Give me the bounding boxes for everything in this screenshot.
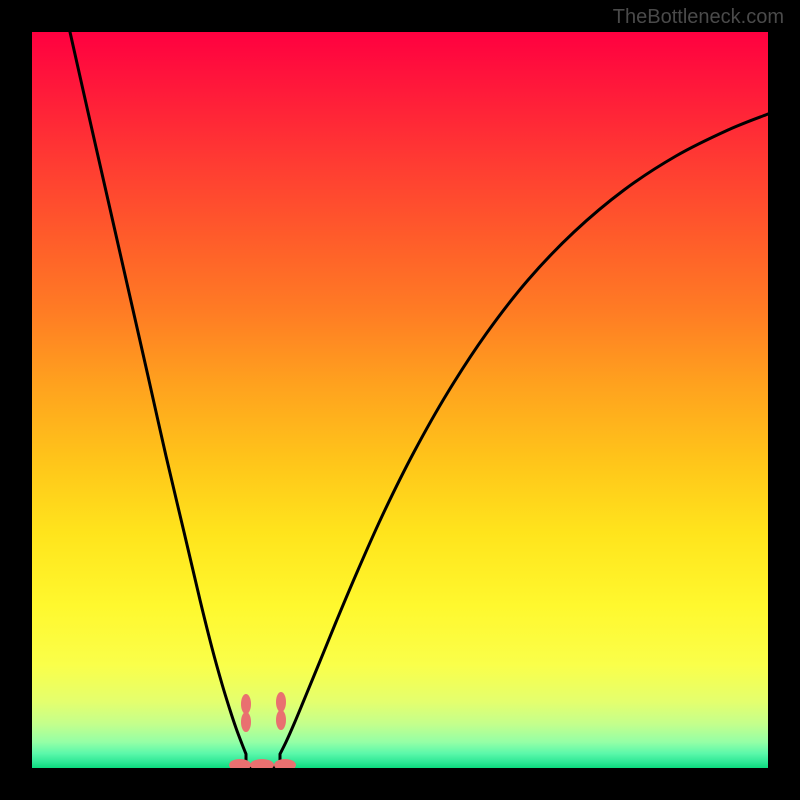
marker-pill-1 — [241, 712, 251, 732]
plot-area — [32, 32, 768, 768]
marker-pill-2 — [276, 692, 286, 712]
marker-pill-3 — [276, 710, 286, 730]
gradient-background — [32, 32, 768, 768]
watermark-text: TheBottleneck.com — [613, 6, 784, 29]
chart-container: TheBottleneck.com — [0, 0, 800, 800]
plot-svg — [32, 32, 768, 768]
marker-pill-0 — [241, 694, 251, 714]
